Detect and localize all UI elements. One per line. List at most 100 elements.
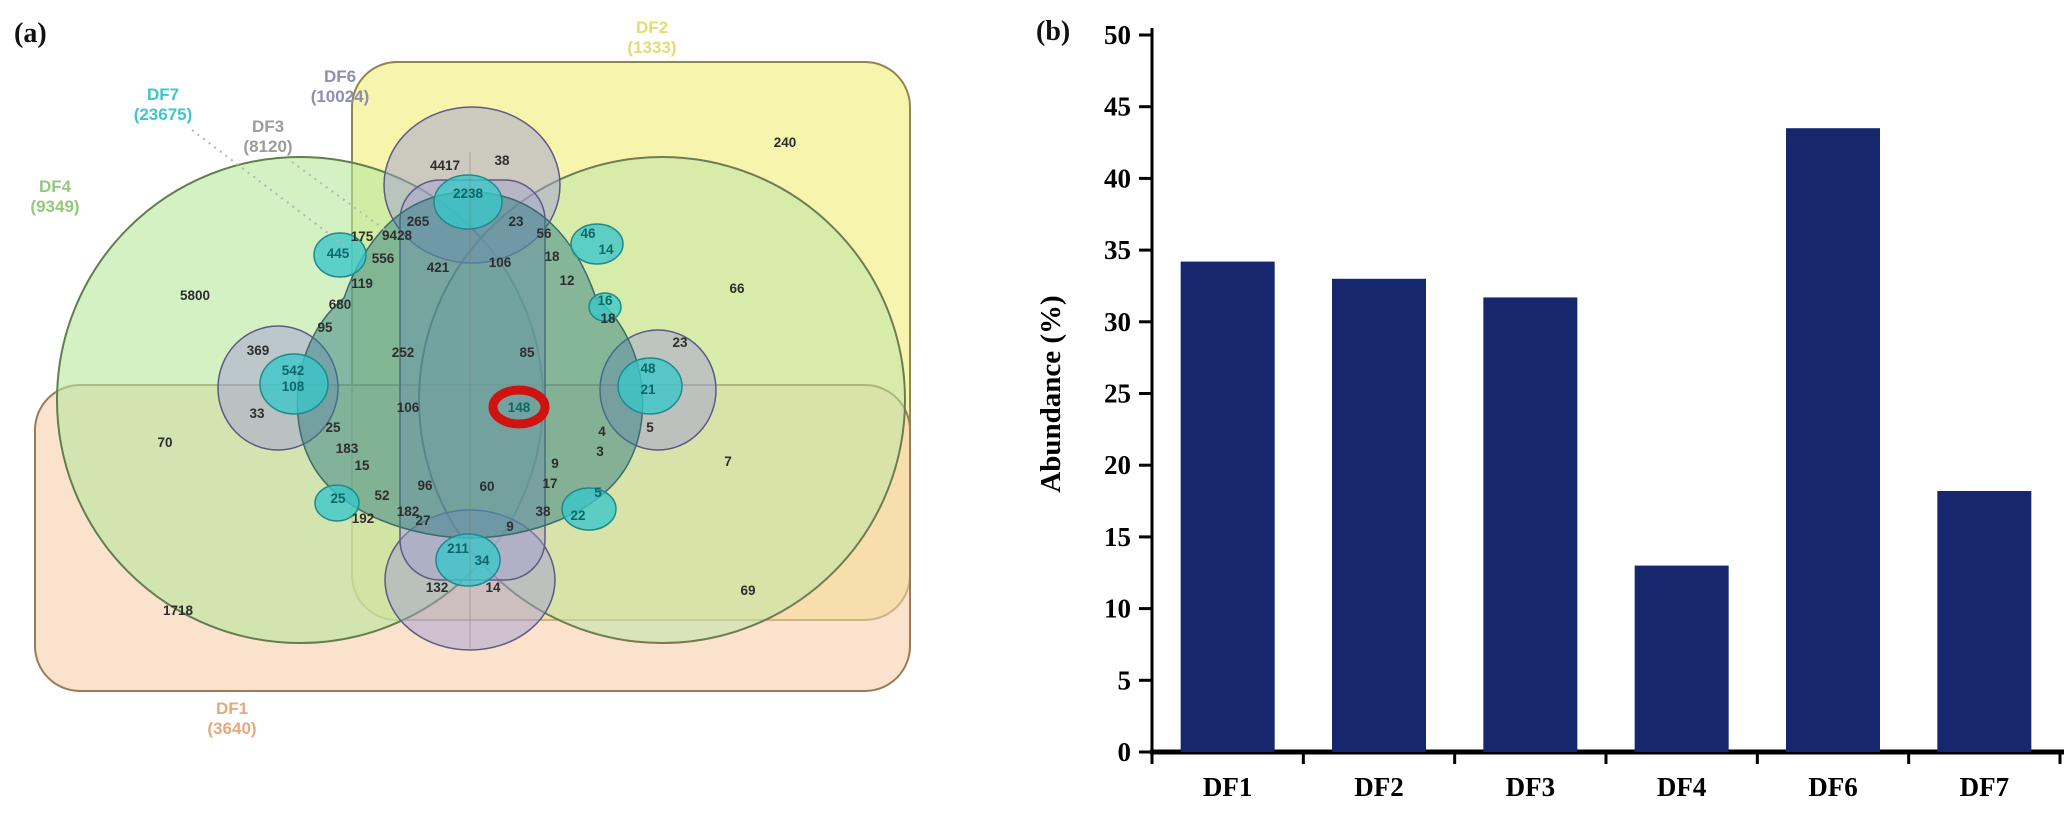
venn-region-count: 70 [157,435,172,450]
venn-region-count: 52 [374,488,389,503]
y-tick-label: 40 [1104,163,1131,193]
venn-region-count: 211 [447,541,469,556]
venn-region-count: 23 [508,214,524,229]
venn-region-count: 5 [646,420,654,435]
venn-set-count-df3: (8120) [243,137,292,156]
venn-region-count: 96 [417,478,433,493]
venn-region-count: 542 [282,363,305,378]
venn-region-count: 18 [544,249,560,264]
venn-set-count-df1: (3640) [207,719,256,738]
bar-DF1 [1180,261,1275,752]
venn-diagram: (a) [14,18,911,738]
venn-set-label-df2: DF2 [636,18,668,37]
venn-region-count: 95 [317,320,333,335]
bar-DF6 [1786,128,1880,752]
x-category-label-DF7: DF7 [1960,772,2010,802]
venn-region-count: 148 [508,400,531,415]
chart-category-labels: DF1 DF2 DF3 DF4 DF6 DF7 [1203,772,2009,802]
venn-region-count: 12 [559,273,574,288]
venn-set-label-df6: DF6 [324,67,356,86]
venn-region-count: 60 [479,479,494,494]
venn-set-label-df3: DF3 [252,117,284,136]
venn-region-count: 21 [640,382,656,397]
venn-region-count: 4 [598,424,606,439]
venn-region-count: 108 [282,379,305,394]
venn-region-count: 183 [336,441,359,456]
venn-set-label-df7: DF7 [147,85,179,104]
venn-region-count: 252 [392,345,415,360]
y-axis-label: Abundance (%) [1035,295,1067,492]
x-category-label-DF3: DF3 [1506,772,1556,802]
venn-region-count: 369 [247,343,270,358]
venn-region-count: 2238 [453,186,484,201]
venn-region-count: 421 [427,260,450,275]
venn-region-count: 38 [535,504,551,519]
bar-DF4 [1634,565,1729,752]
x-category-label-DF4: DF4 [1657,772,1707,802]
venn-region-count: 17 [542,476,557,491]
venn-region-count: 106 [489,255,512,270]
venn-set-labels: DF1(3640)DF2(1333)DF3(8120)DF4(9349)DF6(… [30,18,676,738]
chart-axes: 0 5 10 15 20 25 30 35 40 45 50 [1104,20,2064,767]
venn-region-count: 265 [407,214,430,229]
chart-bars [1180,128,2032,752]
y-tick-label: 15 [1104,522,1131,552]
venn-set-label-df4: DF4 [39,177,72,196]
panel-a-tag: (a) [14,18,47,49]
venn-region-count: 22 [570,508,585,523]
venn-region-count: 7 [724,454,732,469]
venn-region-count: 9 [551,456,559,471]
y-tick-label: 10 [1104,594,1131,624]
y-tick-label: 0 [1118,737,1132,767]
y-tick-label: 35 [1104,235,1131,265]
bar-DF2 [1332,278,1426,752]
venn-region-labels: 5800701718369542108332518315251925218227… [157,135,796,618]
venn-region-count: 4417 [430,158,460,173]
highlight-ring [488,385,550,429]
venn-set-count-df2: (1333) [627,38,676,57]
venn-region-count: 25 [325,420,341,435]
venn-region-count: 5800 [180,288,210,303]
venn-set-label-df1: DF1 [216,699,248,718]
x-category-label-DF6: DF6 [1808,772,1858,802]
venn-region-count: 56 [536,226,552,241]
venn-region-count: 38 [494,153,510,168]
venn-region-count: 46 [580,226,596,241]
venn-region-count: 106 [397,400,420,415]
venn-region-count: 556 [372,251,395,266]
venn-set-df7-shape [259,174,683,587]
y-tick-label: 50 [1104,20,1131,50]
venn-region-count: 15 [354,458,370,473]
venn-set-count-df7: (23675) [134,105,193,124]
venn-set-count-df4: (9349) [30,197,79,216]
venn-region-count: 14 [485,580,501,595]
venn-region-count: 48 [640,361,656,376]
venn-region-count: 16 [597,293,613,308]
y-tick-label: 30 [1104,307,1131,337]
venn-region-count: 25 [330,491,346,506]
x-category-label-DF2: DF2 [1354,772,1404,802]
venn-region-count: 18 [600,311,616,326]
venn-set-count-df6: (10024) [311,87,370,106]
venn-region-count: 175 [351,229,374,244]
venn-region-count: 9 [506,519,514,534]
venn-region-count: 132 [426,580,449,595]
y-tick-label: 20 [1104,450,1131,480]
y-tick-label: 5 [1118,665,1132,695]
abundance-bar-chart: (b) Abundance (%) 0 5 10 15 20 25 30 35 40 45 50 D… [1035,16,2064,802]
venn-region-count: 3 [596,444,604,459]
bar-DF3 [1483,297,1578,752]
venn-region-count: 1718 [163,603,194,618]
venn-region-count: 33 [249,406,265,421]
venn-region-count: 5 [594,485,602,500]
venn-region-count: 445 [327,246,350,261]
venn-region-count: 9428 [382,228,413,243]
venn-region-count: 69 [740,583,755,598]
df3-leader-line [291,161,389,233]
venn-region-count: 14 [598,242,614,257]
panel-b-tag: (b) [1036,16,1070,47]
venn-region-count: 240 [774,135,797,150]
venn-region-count: 23 [672,335,688,350]
venn-region-count: 66 [729,281,745,296]
